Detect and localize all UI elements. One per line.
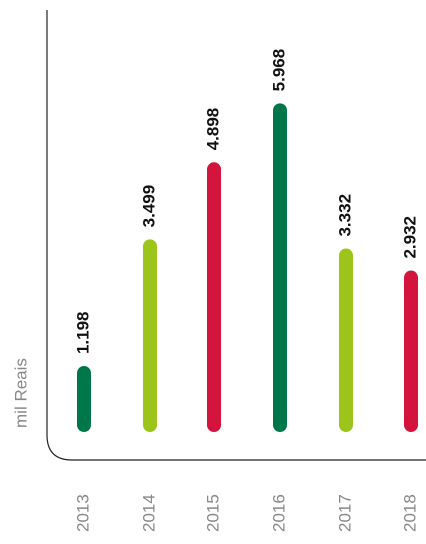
- x-tick-label: 2014: [139, 494, 158, 532]
- value-label: 3.499: [139, 185, 158, 228]
- axis-line: [46, 10, 426, 461]
- bar: [77, 366, 91, 432]
- x-tick-label: 2015: [203, 494, 222, 532]
- x-tick-label: 2018: [400, 494, 419, 532]
- bar: [339, 248, 353, 432]
- bar: [404, 270, 418, 432]
- x-tick-label: 2013: [73, 494, 92, 532]
- value-label: 4.898: [203, 108, 222, 151]
- value-label: 3.332: [335, 194, 354, 237]
- value-label: 1.198: [73, 311, 92, 354]
- bar: [207, 162, 221, 433]
- x-tick-label: 2017: [335, 494, 354, 532]
- value-label: 2.932: [400, 216, 419, 259]
- bar: [273, 103, 287, 433]
- value-label: 5.968: [269, 49, 288, 92]
- x-tick-label: 2016: [269, 494, 288, 532]
- bar: [143, 239, 157, 432]
- y-axis-label: mil Reais: [11, 358, 30, 428]
